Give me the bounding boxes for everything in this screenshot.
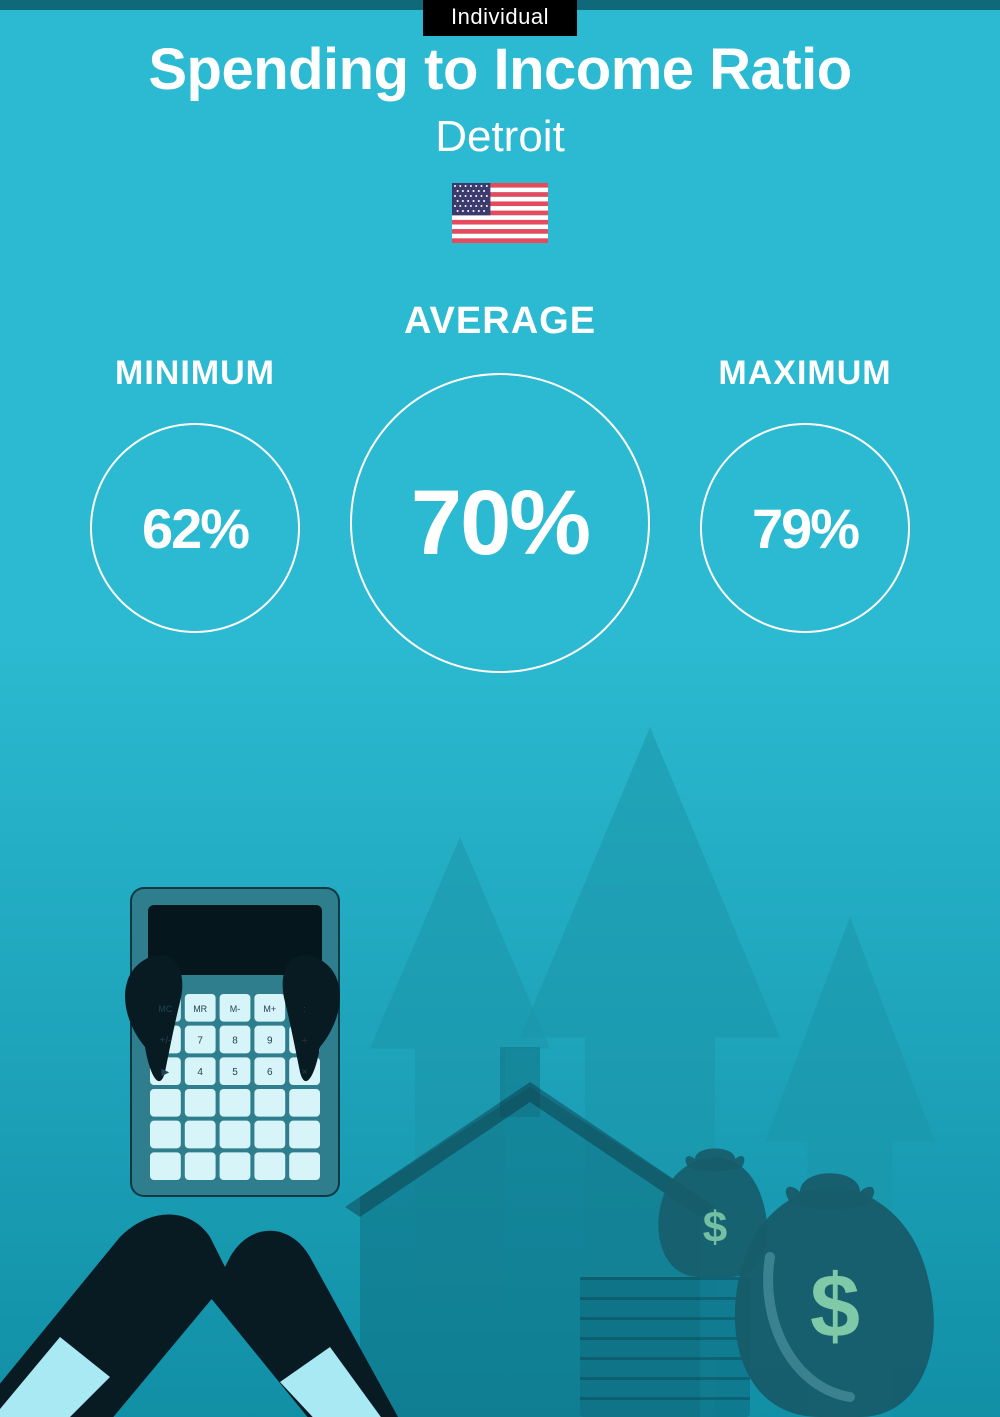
stat-average-circle: 70% xyxy=(350,373,650,673)
stat-minimum-circle: 62% xyxy=(90,423,300,633)
stat-minimum-value: 62% xyxy=(142,496,248,561)
category-tab: Individual xyxy=(423,0,577,36)
stat-minimum-label: MINIMUM xyxy=(115,354,275,393)
category-label: Individual xyxy=(451,4,549,29)
flag-icon xyxy=(452,183,548,243)
page-title: Spending to Income Ratio xyxy=(0,36,1000,103)
stat-average-value: 70% xyxy=(411,471,589,576)
stat-minimum: MINIMUM 62% xyxy=(90,300,300,633)
subtitle: Detroit xyxy=(0,112,1000,162)
stat-maximum-label: MAXIMUM xyxy=(718,354,891,393)
infographic-canvas: Individual Spending to Income Ratio Detr… xyxy=(0,0,1000,1417)
stat-maximum-value: 79% xyxy=(752,496,858,561)
stat-average: AVERAGE 70% xyxy=(350,300,650,673)
stat-average-label: AVERAGE xyxy=(404,300,596,343)
stat-maximum: MAXIMUM 79% xyxy=(700,300,910,633)
stats-row: MINIMUM 62% AVERAGE 70% MAXIMUM 79% xyxy=(0,300,1000,673)
stat-maximum-circle: 79% xyxy=(700,423,910,633)
